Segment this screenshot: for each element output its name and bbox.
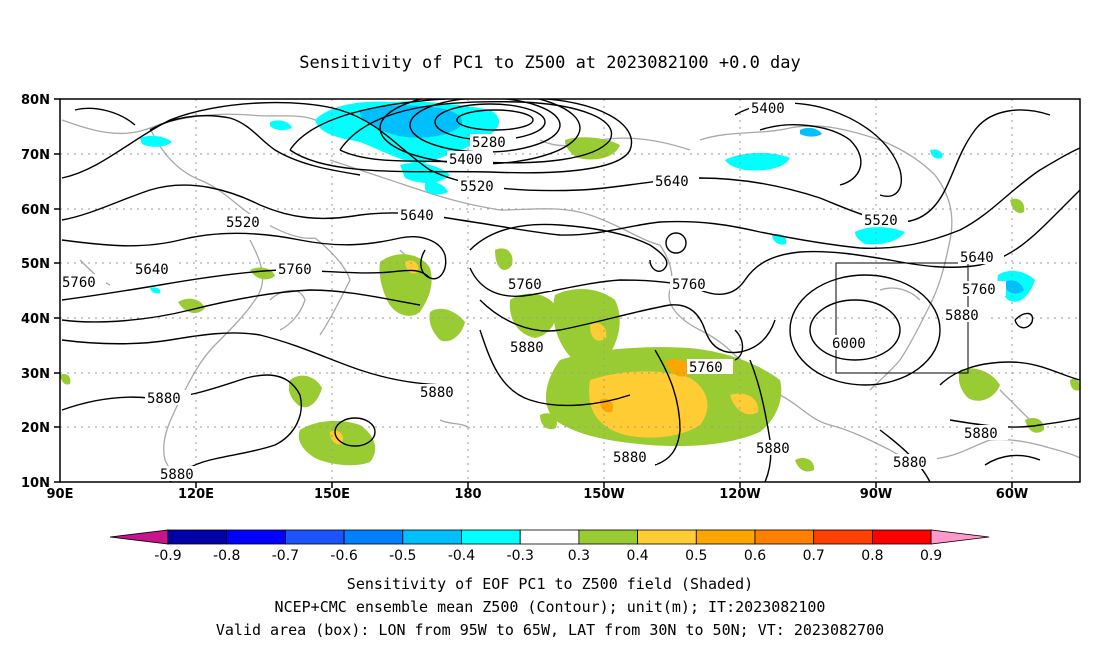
lat-tick-label: 70N <box>21 148 50 163</box>
colorbar-label: -0.7 <box>272 548 299 564</box>
lon-tick-labels: 90E 120E 150E 180 150W 120W 90W 60W <box>47 487 1029 502</box>
lat-tick-label: 30N <box>21 367 50 382</box>
contour-label: 5640 <box>400 208 434 224</box>
lon-tick-label: 90E <box>47 487 74 502</box>
colorbar-high-arrow <box>930 529 990 545</box>
lat-tick-label: 80N <box>21 93 50 108</box>
colorbar-label: -0.6 <box>330 548 357 564</box>
colorbar-swatch <box>226 529 286 545</box>
lat-tick-label: 40N <box>21 312 50 327</box>
contour-label: 5520 <box>226 215 260 231</box>
colorbar-label: 0.7 <box>803 548 825 564</box>
colorbar-low-arrow <box>109 529 169 545</box>
colorbar-swatch <box>167 529 228 545</box>
contour-label: 5880 <box>893 455 927 471</box>
contour-label: 5880 <box>756 441 790 457</box>
contour-label: 5880 <box>420 385 454 401</box>
colorbar-swatch <box>343 529 404 545</box>
colorbar-swatch <box>284 529 345 545</box>
colorbar-swatch <box>695 529 756 545</box>
caption-line-2: NCEP+CMC ensemble mean Z500 (Contour); u… <box>275 598 826 616</box>
colorbar-swatch <box>813 529 873 545</box>
contour-label: 5880 <box>160 467 194 483</box>
lon-tick-label: 150E <box>314 487 350 502</box>
colorbar-label: -0.8 <box>213 548 240 564</box>
contour-label: 6000 <box>832 336 866 352</box>
colorbar-label: -0.5 <box>389 548 416 564</box>
colorbar <box>109 529 990 545</box>
colorbar-swatch <box>402 529 462 545</box>
colorbar-labels: -0.9 -0.8 -0.7 -0.6 -0.5 -0.4 -0.3 0.3 0.4 0.5 0.6… <box>154 548 942 564</box>
lat-tick-label: 10N <box>21 476 50 491</box>
lon-tick-label: 120E <box>178 487 214 502</box>
colorbar-swatch <box>754 529 815 545</box>
lon-tick-label: 60W <box>996 487 1028 502</box>
colorbar-swatch <box>637 529 697 545</box>
contour-label: 5760 <box>278 262 312 278</box>
colorbar-label: 0.8 <box>861 548 883 564</box>
caption-line-1: Sensitivity of EOF PC1 to Z500 field (Sh… <box>347 575 753 593</box>
contour-label: 5520 <box>460 179 494 195</box>
lon-tick-label: 150W <box>583 487 624 502</box>
colorbar-label: -0.9 <box>154 548 181 564</box>
contour-label: 5760 <box>672 277 706 293</box>
caption-line-3: Valid area (box): LON from 95W to 65W, L… <box>216 621 884 639</box>
captions: Sensitivity of EOF PC1 to Z500 field (Sh… <box>216 575 884 639</box>
colorbar-label: -0.4 <box>448 548 475 564</box>
contour-label: 5880 <box>510 340 544 356</box>
lat-tick-labels: 80N 70N 60N 50N 40N 30N 20N 10N <box>21 93 50 491</box>
colorbar-label: 0.3 <box>568 548 590 564</box>
colorbar-label: 0.5 <box>685 548 707 564</box>
contour-label: 5760 <box>62 275 96 291</box>
lat-tick-label: 60N <box>21 203 50 218</box>
figure-title: Sensitivity of PC1 to Z500 at 2023082100… <box>299 53 801 73</box>
contour-label: 5280 <box>472 135 506 151</box>
contour-label: 5400 <box>449 152 483 168</box>
contour-label: 5640 <box>135 262 169 278</box>
colorbar-label: 0.9 <box>920 548 942 564</box>
map-panel: 5280 5400 5400 5520 5520 5520 5640 5640 … <box>21 93 1081 502</box>
colorbar-swatch <box>578 529 639 545</box>
colorbar-swatch <box>519 529 580 545</box>
colorbar-swatch <box>872 529 932 545</box>
contour-label: 5400 <box>751 101 785 117</box>
axis-ticks <box>54 98 1013 488</box>
lon-tick-label: 90W <box>860 487 892 502</box>
lon-tick-label: 180 <box>454 487 481 502</box>
contour-label: 5760 <box>689 360 723 376</box>
colorbar-label: 0.4 <box>626 548 648 564</box>
colorbar-label: -0.3 <box>507 548 534 564</box>
colorbar-swatch <box>461 529 521 545</box>
contour-label: 5880 <box>945 308 979 324</box>
contour-label: 5880 <box>613 450 647 466</box>
contour-label: 5880 <box>147 391 181 407</box>
contour-label: 5880 <box>964 426 998 442</box>
contour-label: 5760 <box>962 282 996 298</box>
lat-tick-label: 20N <box>21 421 50 436</box>
lon-tick-label: 120W <box>719 487 760 502</box>
contour-label: 5640 <box>960 250 994 266</box>
colorbar-label: 0.6 <box>744 548 766 564</box>
contour-label-5280: 5280 <box>470 134 516 151</box>
contour-labels: 5280 5400 5400 5520 5520 5520 5640 5640 … <box>60 100 1008 483</box>
contour-label: 5520 <box>864 213 898 229</box>
map-frame <box>59 98 1081 483</box>
lat-tick-label: 50N <box>21 257 50 272</box>
contour-label: 5760 <box>508 277 542 293</box>
contour-label: 5640 <box>655 174 689 190</box>
